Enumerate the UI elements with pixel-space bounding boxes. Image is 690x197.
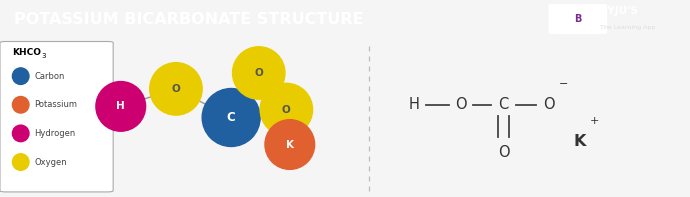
Text: POTASSIUM BICARBONATE STRUCTURE: POTASSIUM BICARBONATE STRUCTURE (14, 11, 364, 27)
Text: O: O (543, 97, 554, 112)
Ellipse shape (12, 154, 29, 170)
Ellipse shape (233, 47, 285, 99)
Text: Hydrogen: Hydrogen (34, 129, 76, 138)
Ellipse shape (260, 83, 313, 136)
Text: B: B (575, 14, 582, 24)
Text: C: C (227, 111, 235, 124)
Text: O: O (455, 97, 466, 112)
Text: O: O (255, 68, 263, 78)
Text: BYJU'S: BYJU'S (600, 6, 638, 16)
Text: C: C (499, 97, 509, 112)
Text: 3: 3 (41, 53, 46, 59)
Text: Carbon: Carbon (34, 72, 65, 81)
Ellipse shape (12, 68, 29, 85)
Ellipse shape (202, 88, 260, 147)
Text: KHCO: KHCO (12, 48, 41, 57)
Ellipse shape (150, 63, 202, 115)
FancyBboxPatch shape (549, 4, 607, 34)
Text: O: O (282, 105, 290, 114)
Text: K: K (286, 139, 294, 150)
Text: −: − (559, 79, 569, 89)
Ellipse shape (12, 125, 29, 142)
Text: H: H (117, 101, 125, 111)
Text: Oxygen: Oxygen (34, 158, 67, 166)
Text: H: H (408, 97, 420, 112)
Text: K: K (573, 134, 586, 149)
Ellipse shape (96, 82, 146, 131)
Ellipse shape (12, 97, 29, 113)
Text: O: O (172, 84, 180, 94)
Text: Potassium: Potassium (34, 100, 77, 109)
Ellipse shape (265, 120, 315, 169)
Text: The Learning App: The Learning App (600, 25, 655, 30)
Text: O: O (498, 145, 509, 160)
Text: +: + (590, 116, 600, 126)
FancyBboxPatch shape (0, 42, 113, 192)
